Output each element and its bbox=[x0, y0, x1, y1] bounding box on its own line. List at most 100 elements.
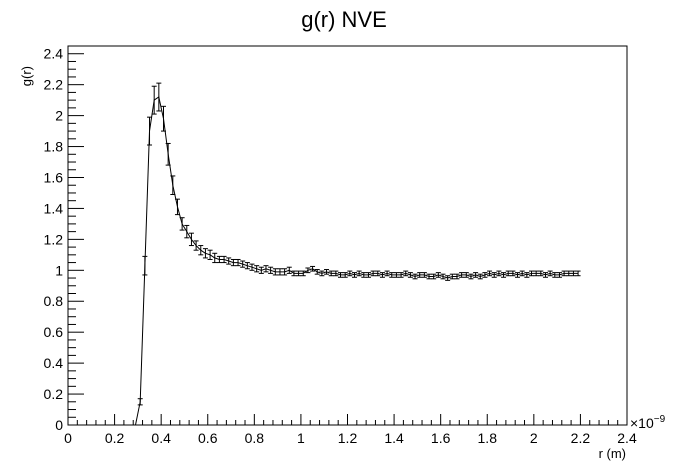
data-point bbox=[258, 266, 264, 274]
data-point bbox=[160, 105, 166, 132]
data-point bbox=[151, 85, 157, 115]
data-point bbox=[454, 273, 460, 280]
data-point bbox=[165, 142, 171, 166]
data-point bbox=[431, 273, 437, 280]
data-point bbox=[170, 175, 176, 196]
data-point bbox=[449, 273, 455, 280]
y-tick-label: 2.2 bbox=[44, 77, 64, 93]
data-point bbox=[296, 270, 302, 277]
data-point bbox=[314, 269, 320, 275]
data-point bbox=[300, 270, 306, 277]
x-tick-label: 1.2 bbox=[338, 430, 358, 446]
x-tick-label: 2.4 bbox=[617, 430, 637, 446]
data-point bbox=[268, 266, 274, 274]
data-point bbox=[370, 270, 376, 277]
data-point bbox=[156, 82, 162, 112]
x-tick-label: 0 bbox=[64, 430, 72, 446]
y-tick-label: 1 bbox=[55, 262, 63, 278]
data-point bbox=[435, 272, 441, 278]
y-axis-title: g(r) bbox=[19, 66, 34, 86]
data-point bbox=[277, 268, 283, 276]
data-point bbox=[226, 257, 232, 265]
data-point bbox=[212, 252, 218, 264]
y-tick-label: 0.2 bbox=[44, 386, 64, 402]
data-point bbox=[510, 270, 516, 277]
y-tick-label: 1.6 bbox=[44, 169, 64, 185]
data-point bbox=[501, 272, 507, 278]
data-point bbox=[356, 270, 362, 277]
data-point bbox=[174, 198, 180, 216]
x-tick-label: 2 bbox=[530, 430, 538, 446]
x-axis-title: r (m) bbox=[599, 446, 626, 461]
x-exponent-power: −9 bbox=[654, 414, 666, 425]
x-tick-label: 2.2 bbox=[571, 430, 591, 446]
data-point bbox=[547, 270, 553, 277]
data-point bbox=[342, 272, 348, 278]
data-point bbox=[473, 272, 479, 278]
data-point bbox=[524, 272, 530, 278]
data-point bbox=[361, 272, 367, 278]
y-tick-label: 1.4 bbox=[44, 200, 64, 216]
data-point bbox=[570, 270, 576, 277]
data-point bbox=[142, 255, 148, 276]
data-point bbox=[365, 272, 371, 278]
data-point bbox=[207, 249, 213, 260]
data-point bbox=[417, 272, 423, 278]
data-point bbox=[519, 270, 525, 277]
data-point bbox=[333, 270, 339, 277]
y-tick-label: 0 bbox=[55, 417, 63, 433]
data-point bbox=[179, 217, 185, 231]
data-point bbox=[487, 270, 493, 277]
series-line bbox=[70, 96, 579, 426]
data-point bbox=[240, 260, 246, 268]
data-point bbox=[230, 258, 236, 267]
chart-title: g(r) NVE bbox=[301, 7, 387, 32]
data-point bbox=[286, 266, 292, 274]
x-exponent-label: ×10−9 bbox=[630, 414, 666, 431]
data-point bbox=[407, 272, 413, 278]
data-point bbox=[529, 270, 535, 277]
data-point bbox=[421, 272, 427, 278]
x-tick-label: 1.6 bbox=[431, 430, 451, 446]
data-point bbox=[235, 258, 241, 267]
data-point bbox=[305, 267, 311, 274]
data-point bbox=[575, 270, 581, 277]
data-point bbox=[216, 255, 222, 264]
data-point bbox=[137, 398, 143, 406]
data-point bbox=[263, 265, 269, 273]
data-point bbox=[403, 270, 409, 277]
plot-frame bbox=[67, 45, 628, 426]
data-point bbox=[249, 263, 255, 271]
y-axis: 0 0.2 0.4 0.6 0.8 1 1.2 1.4 1.6 1.8 2 2.2 2.4 bbox=[44, 45, 84, 433]
data-point bbox=[147, 116, 153, 146]
data-point bbox=[291, 270, 297, 277]
data-point bbox=[463, 272, 469, 278]
data-point bbox=[384, 270, 390, 277]
data-point bbox=[398, 272, 404, 278]
y-tick-label: 1.2 bbox=[44, 231, 64, 247]
data-point bbox=[477, 273, 483, 280]
plot-area-border bbox=[67, 45, 628, 426]
data-point bbox=[184, 224, 190, 239]
data-point bbox=[375, 270, 381, 277]
data-point bbox=[468, 273, 474, 280]
data-point bbox=[254, 265, 260, 273]
data-point bbox=[389, 272, 395, 278]
y-tick-label: 2 bbox=[55, 108, 63, 124]
data-point bbox=[193, 240, 199, 251]
data-point bbox=[328, 270, 334, 277]
x-tick-label: 0.2 bbox=[105, 430, 125, 446]
series-gr bbox=[70, 82, 581, 426]
data-point bbox=[244, 262, 250, 270]
data-point bbox=[319, 270, 325, 277]
data-point bbox=[198, 245, 204, 256]
data-point bbox=[282, 268, 288, 276]
x-tick-label: 1.4 bbox=[384, 430, 404, 446]
data-point bbox=[505, 270, 511, 277]
data-point bbox=[412, 273, 418, 280]
data-point bbox=[393, 272, 399, 278]
data-point bbox=[533, 270, 539, 277]
data-point bbox=[566, 270, 572, 277]
data-point bbox=[426, 273, 432, 280]
